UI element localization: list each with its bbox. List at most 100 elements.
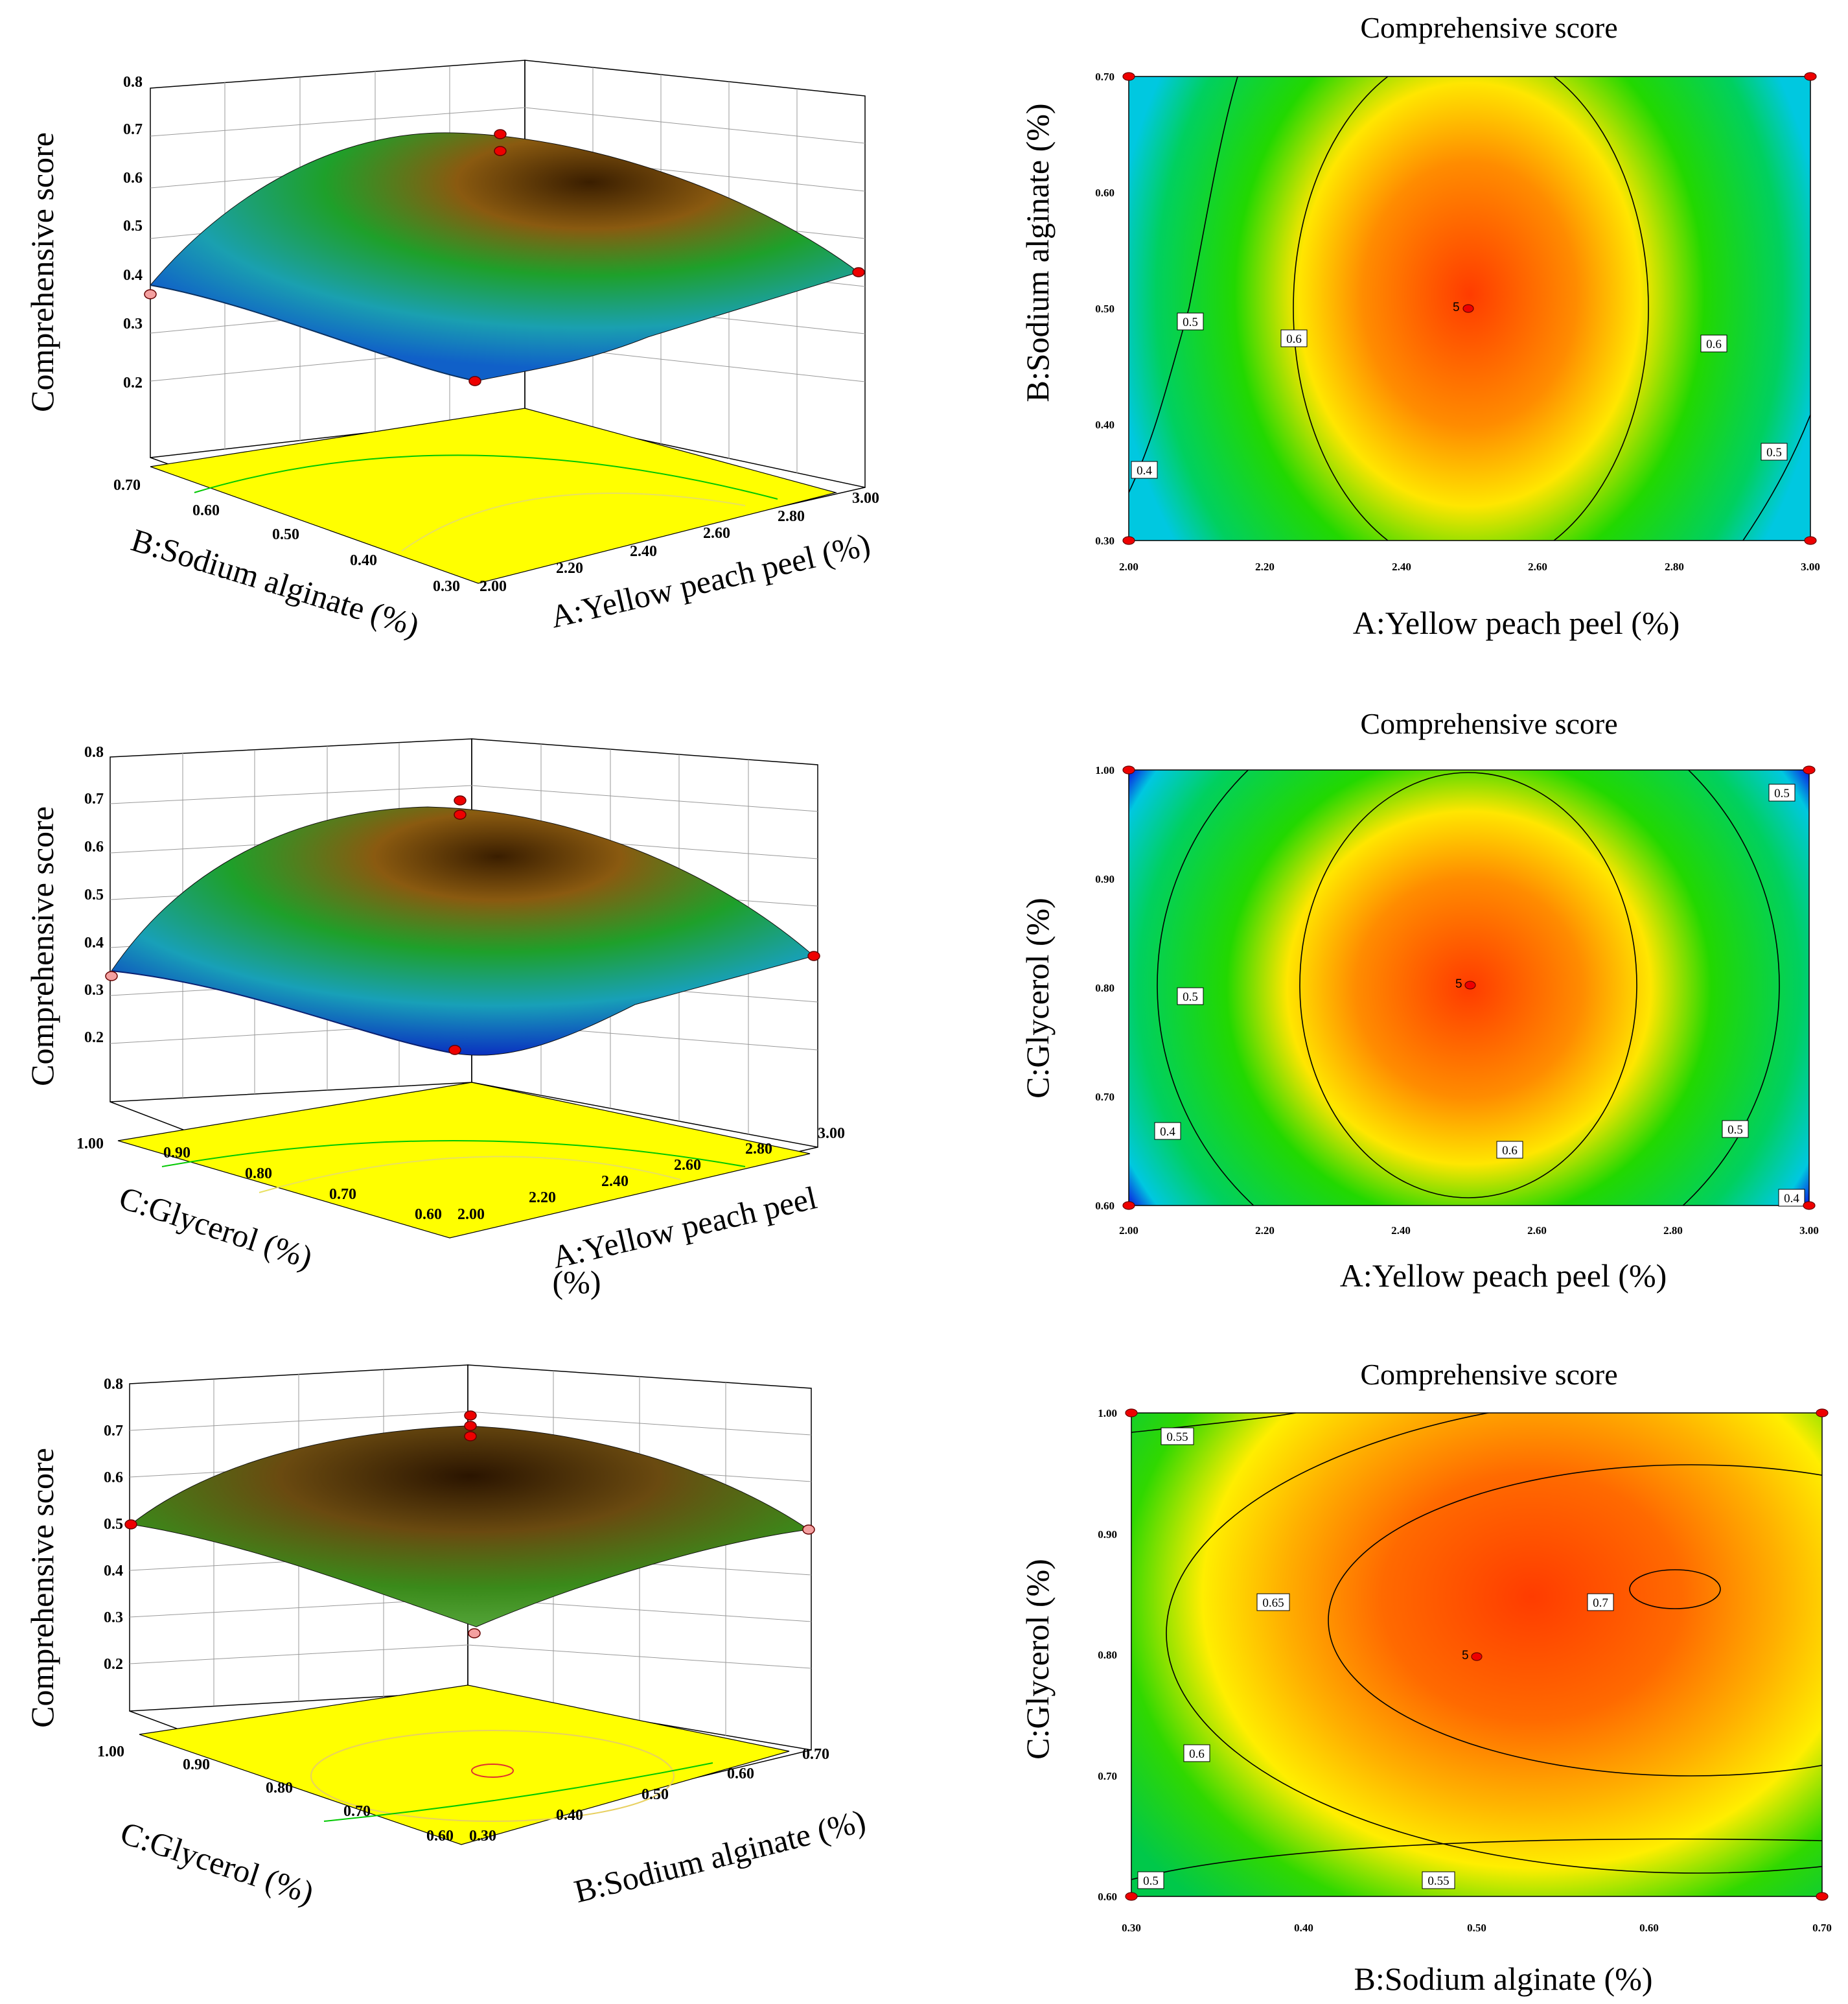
x-tick: 3.00 bbox=[852, 490, 879, 507]
contour-label: 0.55 bbox=[1161, 1427, 1194, 1445]
design-point bbox=[468, 376, 481, 386]
x-tick: 2.20 bbox=[556, 560, 583, 577]
x-tick: 2.40 bbox=[601, 1173, 629, 1190]
base-projection bbox=[117, 1082, 811, 1239]
y-axis-label: B:Sodium alginate (%) bbox=[1019, 103, 1056, 402]
y-tick: 0.70 bbox=[1095, 71, 1115, 83]
z-axis-label: Comprehensive score bbox=[24, 1448, 60, 1728]
contour-label: 0.5 bbox=[1722, 1120, 1749, 1138]
design-point bbox=[144, 289, 157, 299]
center-point: 5 bbox=[1455, 977, 1476, 991]
x-tick: 0.40 bbox=[556, 1807, 583, 1824]
contour-plot-ab: Comprehensive score 0.5 0.6 0.6 0.4 0.5 … bbox=[1019, 11, 1820, 641]
z-tick: 0.8 bbox=[123, 74, 143, 91]
svg-text:0.5: 0.5 bbox=[1766, 446, 1782, 460]
y-tick: 1.00 bbox=[1095, 764, 1115, 776]
design-point bbox=[1122, 1201, 1135, 1210]
design-point bbox=[1816, 1408, 1829, 1417]
z-tick: 0.7 bbox=[104, 1423, 123, 1439]
y-tick: 1.00 bbox=[76, 1136, 104, 1152]
z-tick: 0.5 bbox=[104, 1516, 123, 1533]
contour-label: 0.6 bbox=[1183, 1744, 1210, 1762]
y-tick: 0.40 bbox=[1095, 419, 1115, 431]
design-point bbox=[494, 146, 507, 156]
x-tick: 0.50 bbox=[1467, 1922, 1486, 1934]
y-tick: 0.80 bbox=[1095, 982, 1115, 994]
chart-title: Comprehensive score bbox=[1360, 707, 1617, 740]
z-tick: 0.4 bbox=[123, 267, 143, 284]
center-point: 5 bbox=[1453, 301, 1474, 314]
y-tick: 0.90 bbox=[183, 1756, 210, 1773]
z-axis-label: Comprehensive score bbox=[24, 806, 60, 1086]
z-tick: 0.8 bbox=[84, 744, 104, 761]
x-tick: 0.60 bbox=[727, 1765, 754, 1782]
design-point bbox=[1803, 1201, 1816, 1210]
y-tick: 0.90 bbox=[163, 1145, 191, 1161]
design-point bbox=[448, 1045, 461, 1055]
z-tick: 0.4 bbox=[84, 935, 104, 951]
x-tick: 2.20 bbox=[1255, 561, 1275, 573]
x-tick: 3.00 bbox=[1799, 1224, 1819, 1237]
z-tick: 0.2 bbox=[84, 1029, 104, 1046]
svg-text:0.5: 0.5 bbox=[1727, 1123, 1743, 1137]
z-tick: 0.4 bbox=[104, 1563, 123, 1579]
contour-label: 0.6 bbox=[1280, 329, 1308, 347]
z-tick: 0.5 bbox=[84, 887, 104, 903]
design-point bbox=[1125, 1892, 1138, 1901]
x-tick: 0.40 bbox=[1294, 1922, 1313, 1934]
contour-plot-bc: Comprehensive score 0.55 0.65 0.7 0.6 0.… bbox=[1019, 1358, 1832, 1997]
y-tick: 0.80 bbox=[245, 1165, 272, 1182]
contour-label: 0.65 bbox=[1256, 1593, 1290, 1611]
contour-label: 0.5 bbox=[1768, 784, 1796, 802]
design-point bbox=[454, 810, 467, 820]
x-axis-label: B:Sodium alginate (%) bbox=[570, 1802, 869, 1910]
contour-label: 0.6 bbox=[1496, 1141, 1523, 1159]
design-point bbox=[1804, 536, 1817, 545]
y-tick: 0.30 bbox=[433, 578, 460, 595]
y-tick: 1.00 bbox=[97, 1743, 124, 1760]
z-tick: 0.6 bbox=[84, 839, 104, 856]
design-point bbox=[1122, 72, 1135, 81]
x-tick: 2.20 bbox=[529, 1189, 556, 1206]
z-tick: 0.6 bbox=[123, 170, 143, 187]
svg-text:0.4: 0.4 bbox=[1160, 1125, 1175, 1139]
y-tick: 0.60 bbox=[192, 502, 220, 519]
z-tick: 0.3 bbox=[84, 982, 104, 999]
x-tick: 0.30 bbox=[469, 1828, 496, 1845]
svg-text:0.6: 0.6 bbox=[1286, 332, 1302, 346]
z-tick: 0.6 bbox=[104, 1469, 123, 1486]
design-point bbox=[494, 129, 507, 139]
contour-label: 0.4 bbox=[1154, 1122, 1181, 1140]
x-tick: 2.80 bbox=[1665, 561, 1684, 573]
chart-title: Comprehensive score bbox=[1360, 1358, 1617, 1391]
svg-text:0.55: 0.55 bbox=[1427, 1874, 1449, 1888]
y-tick: 0.60 bbox=[415, 1206, 442, 1223]
design-point bbox=[124, 1519, 137, 1530]
design-point bbox=[464, 1410, 477, 1421]
z-axis-label: Comprehensive score bbox=[24, 132, 60, 412]
y-tick: 0.70 bbox=[1095, 1091, 1115, 1103]
y-tick: 0.50 bbox=[1095, 303, 1115, 315]
center-point: 5 bbox=[1462, 1649, 1483, 1662]
x-axis-label: A:Yellow peach peel (%) bbox=[1353, 605, 1680, 641]
x-tick: 2.40 bbox=[1392, 561, 1411, 573]
base-projection bbox=[139, 1684, 790, 1845]
svg-text:5: 5 bbox=[1453, 301, 1460, 314]
x-tick: 2.20 bbox=[1255, 1224, 1275, 1237]
contour-label: 0.55 bbox=[1422, 1871, 1455, 1889]
z-tick: 0.2 bbox=[123, 375, 143, 391]
y-tick: 0.60 bbox=[1095, 1200, 1115, 1212]
svg-text:0.4: 0.4 bbox=[1137, 464, 1152, 478]
design-point bbox=[1804, 72, 1817, 81]
contour-plot-ac: Comprehensive score 0.5 0.6 0.4 0.5 0.5 … bbox=[1019, 707, 1819, 1294]
svg-text:0.5: 0.5 bbox=[1774, 787, 1790, 800]
design-point bbox=[105, 971, 118, 981]
surface-plot-ac: 0.2 0.3 0.4 0.5 0.6 0.7 0.8 Comprehensiv… bbox=[24, 738, 845, 1300]
surface-plot-bc: 0.2 0.3 0.4 0.5 0.6 0.7 0.8 Comprehensiv… bbox=[24, 1364, 869, 1911]
response-surface bbox=[111, 806, 815, 1056]
contour-label: 0.4 bbox=[1131, 461, 1158, 479]
y-tick: 0.40 bbox=[350, 552, 377, 569]
surface-plot-ab: 0.2 0.3 0.4 0.5 0.6 0.7 0.8 Comprehensiv… bbox=[24, 60, 879, 644]
contour-label: 0.6 bbox=[1700, 334, 1727, 353]
x-tick: 2.00 bbox=[1119, 1224, 1138, 1237]
